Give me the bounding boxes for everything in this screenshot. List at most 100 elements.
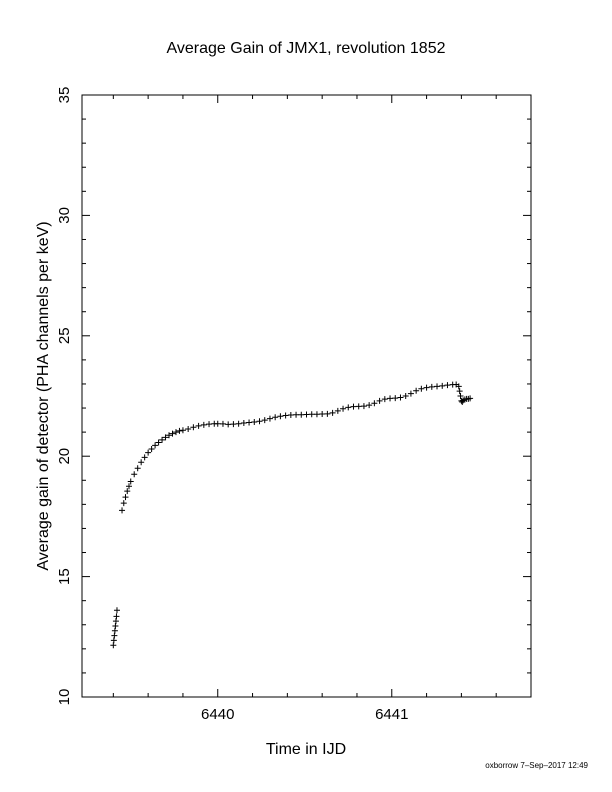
data-point: [169, 430, 176, 437]
data-point: [293, 411, 300, 418]
y-tick-label: 15: [56, 568, 73, 585]
data-point: [455, 383, 462, 390]
data-point: [225, 421, 232, 428]
data-point: [282, 412, 289, 419]
data-point: [319, 411, 326, 418]
data-point: [256, 418, 263, 425]
data-point: [345, 404, 352, 411]
data-point: [111, 627, 118, 634]
tick-marks: [82, 94, 532, 698]
data-point: [423, 384, 430, 391]
data-point: [230, 421, 237, 428]
footer-credit: oxborrow 7–Sep–2017 12:49: [485, 761, 588, 770]
y-tick-label: 35: [56, 87, 73, 104]
data-point: [127, 478, 134, 485]
data-point: [272, 414, 279, 421]
data-point: [434, 383, 441, 390]
data-point: [179, 427, 186, 434]
data-point: [122, 494, 129, 501]
data-point: [125, 483, 132, 490]
data-point: [439, 382, 446, 389]
plot-frame: [81, 94, 532, 698]
data-point: [214, 420, 221, 427]
data-point: [392, 395, 399, 402]
x-axis-label: Time in IJD: [266, 741, 346, 758]
data-point: [141, 454, 148, 461]
data-point: [355, 403, 362, 410]
data-point: [138, 459, 145, 466]
x-tick-label: 6441: [375, 706, 408, 723]
data-point: [162, 434, 169, 441]
data-point: [376, 397, 383, 404]
data-point: [235, 420, 242, 427]
y-tick-label: 30: [56, 207, 73, 224]
data-point: [200, 421, 207, 428]
data-point: [287, 412, 294, 419]
chart-title: Average Gain of JMX1, revolution 1852: [167, 40, 446, 57]
data-point: [303, 411, 310, 418]
data-point: [397, 394, 404, 401]
data-point: [111, 632, 118, 639]
data-point: [110, 637, 117, 644]
data-point: [206, 421, 213, 428]
y-tick-label: 25: [56, 327, 73, 344]
data-point: [371, 400, 378, 407]
data-point: [387, 395, 394, 402]
data-point: [350, 403, 357, 410]
data-point: [324, 410, 331, 417]
data-point: [266, 415, 273, 422]
data-point: [407, 390, 414, 397]
y-tick-label: 10: [56, 689, 73, 706]
data-point: [340, 405, 347, 412]
data-point: [456, 388, 463, 395]
data-point: [428, 383, 435, 390]
data-point: [444, 382, 451, 389]
data-point: [418, 385, 425, 392]
data-point: [329, 409, 336, 416]
data-point: [261, 417, 268, 424]
data-point: [110, 642, 117, 649]
tick-labels: 10 15 20 25 30 35 6440 6441: [56, 87, 408, 723]
y-axis-label: Average gain of detector (PHA channels p…: [35, 221, 52, 570]
data-point: [334, 407, 341, 414]
data-point: [124, 488, 131, 495]
data-point: [402, 393, 409, 399]
data-points: [110, 381, 474, 649]
y-tick-label: 20: [56, 448, 73, 465]
data-point: [366, 402, 373, 409]
data-point: [152, 442, 159, 449]
data-point: [134, 465, 141, 472]
data-point: [185, 425, 192, 432]
data-point: [120, 500, 127, 507]
data-point: [219, 420, 226, 427]
data-point: [360, 403, 367, 410]
data-point: [131, 471, 138, 478]
data-point: [195, 422, 202, 429]
data-point: [166, 432, 173, 439]
data-point: [119, 507, 126, 514]
data-point: [277, 413, 284, 420]
data-point: [155, 439, 162, 446]
data-point: [313, 411, 320, 418]
data-point: [190, 424, 197, 431]
data-point: [457, 393, 464, 399]
data-point: [240, 419, 247, 426]
data-point: [148, 445, 155, 452]
data-point: [246, 419, 253, 426]
data-point: [381, 396, 388, 403]
data-point: [172, 429, 179, 436]
data-point: [298, 411, 305, 418]
data-point: [145, 449, 152, 456]
x-tick-label: 6440: [201, 706, 234, 723]
data-point: [308, 411, 315, 418]
data-point: [159, 436, 166, 443]
data-point: [251, 419, 258, 426]
data-point: [113, 607, 120, 614]
data-point: [113, 613, 120, 620]
data-point: [112, 622, 119, 629]
data-point: [112, 618, 119, 625]
data-point: [413, 387, 420, 394]
data-point: [467, 395, 474, 402]
data-point: [176, 427, 183, 434]
